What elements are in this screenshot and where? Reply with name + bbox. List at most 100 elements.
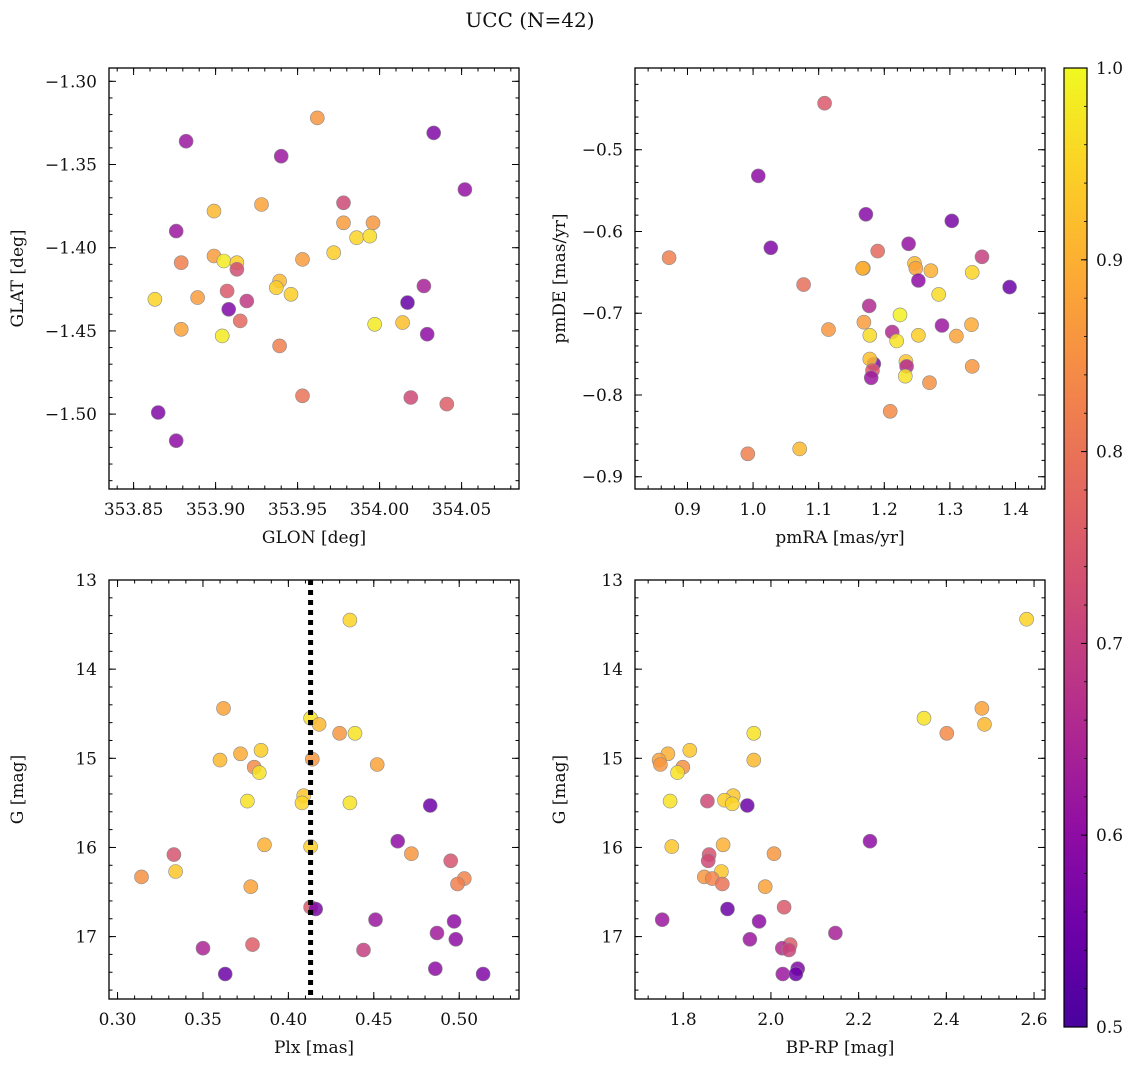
x-tick-label: 1.8 [670,1010,697,1030]
data-point [395,315,410,330]
data-point [439,396,455,412]
data-point [173,321,189,337]
data-point [448,931,464,947]
data-point [788,966,804,982]
data-point [450,876,465,892]
x-tick-label: 2.6 [1021,1010,1048,1030]
data-point [863,370,879,386]
data-point [1019,611,1034,627]
plot-frame [634,67,1046,490]
data-point [216,701,231,716]
data-point [742,931,758,947]
data-point [781,942,797,958]
data-point [214,328,230,344]
colorbar-tick-label: 1.0 [1096,59,1123,79]
y-tick-label: 17 [75,928,97,948]
y-tick-label: 15 [75,749,97,769]
x-tick-label: 1.2 [871,500,898,520]
colorbar-tick-label: 0.9 [1096,251,1123,271]
data-point [253,742,269,758]
panels-group: 353.85 353.90 353.95 354.00 354.05 −1.30 −1.35… [8,67,1048,1058]
data-point [746,752,762,768]
x-tick-label: 2.0 [757,1010,784,1030]
data-point [964,359,980,374]
x-tick-label: 0.35 [184,1010,222,1030]
y-tick-label: −1.30 [45,72,97,92]
data-point [232,313,248,329]
data-point [426,125,442,141]
colorbar-gradient [1063,67,1088,1028]
x-tick-label: 354.05 [432,500,491,520]
data-point [427,961,443,977]
y-tick-label: 16 [75,838,97,858]
data-point [221,301,236,317]
data-point [311,717,327,732]
data-point [190,290,205,305]
data-point [911,327,926,343]
x-axis-label: GLON [deg] [262,528,366,548]
data-point [367,316,383,332]
x-tick-label: 353.90 [186,500,245,520]
data-point [356,942,371,958]
data-point [273,148,289,164]
data-point [974,249,990,265]
colorbar: 0.5 0.6 0.7 0.8 0.9 1.0 [1063,59,1123,1038]
data-point [240,793,255,809]
data-point [347,725,363,741]
data-points [661,95,1017,462]
data-point [173,255,189,271]
scatter-panel-3: 0.30 0.35 0.40 0.45 0.50 13 14 15 16 17 Plx [mas] G… [8,571,520,1058]
scatter-panel-4: 1.8 2.0 2.2 2.4 2.6 13 14 15 16 17 BP-RP [mag] G [m… [550,571,1048,1058]
data-point [168,433,184,449]
data-point [365,215,381,231]
x-tick-label: 1.1 [805,500,832,520]
x-tick-label: 2.2 [845,1010,872,1030]
data-point [369,757,385,772]
data-point [817,95,832,111]
data-point [861,298,877,314]
data-point [134,869,149,885]
y-tick-label: 13 [601,571,623,591]
data-point [775,966,791,982]
data-point [714,876,730,892]
data-point [892,307,908,323]
data-point [1002,279,1017,295]
data-point [911,273,926,288]
y-axis-label: GLAT [deg] [8,229,28,327]
data-point [720,901,735,917]
plot-frame [108,67,520,490]
data-point [889,333,905,349]
data-point [419,326,435,342]
data-point [443,853,459,869]
data-point [219,283,235,299]
data-point [855,260,870,276]
data-point [931,287,947,302]
data-point [168,864,183,879]
data-point [664,839,680,854]
data-point [700,853,716,869]
y-axis-label: G [mag] [8,755,28,824]
data-point [828,925,843,941]
data-point [916,710,932,726]
data-point [700,793,715,809]
data-point [217,966,233,982]
data-point [295,252,310,267]
data-point [206,203,222,219]
x-axis-label: BP-RP [mag] [786,1038,895,1058]
data-point [422,798,438,813]
y-tick-label: −0.5 [582,141,623,161]
data-point [661,250,677,266]
data-point [294,795,310,811]
data-point [740,446,756,462]
data-point [715,837,731,853]
ticks [634,67,1045,489]
data-point [362,228,378,244]
x-tick-label: 0.40 [269,1010,307,1030]
figure-title: UCC (N=42) [465,8,594,32]
data-point [974,701,990,716]
data-point [939,725,955,741]
data-point [908,260,924,276]
data-point [342,612,358,628]
data-point [457,182,473,197]
data-point [216,253,232,269]
